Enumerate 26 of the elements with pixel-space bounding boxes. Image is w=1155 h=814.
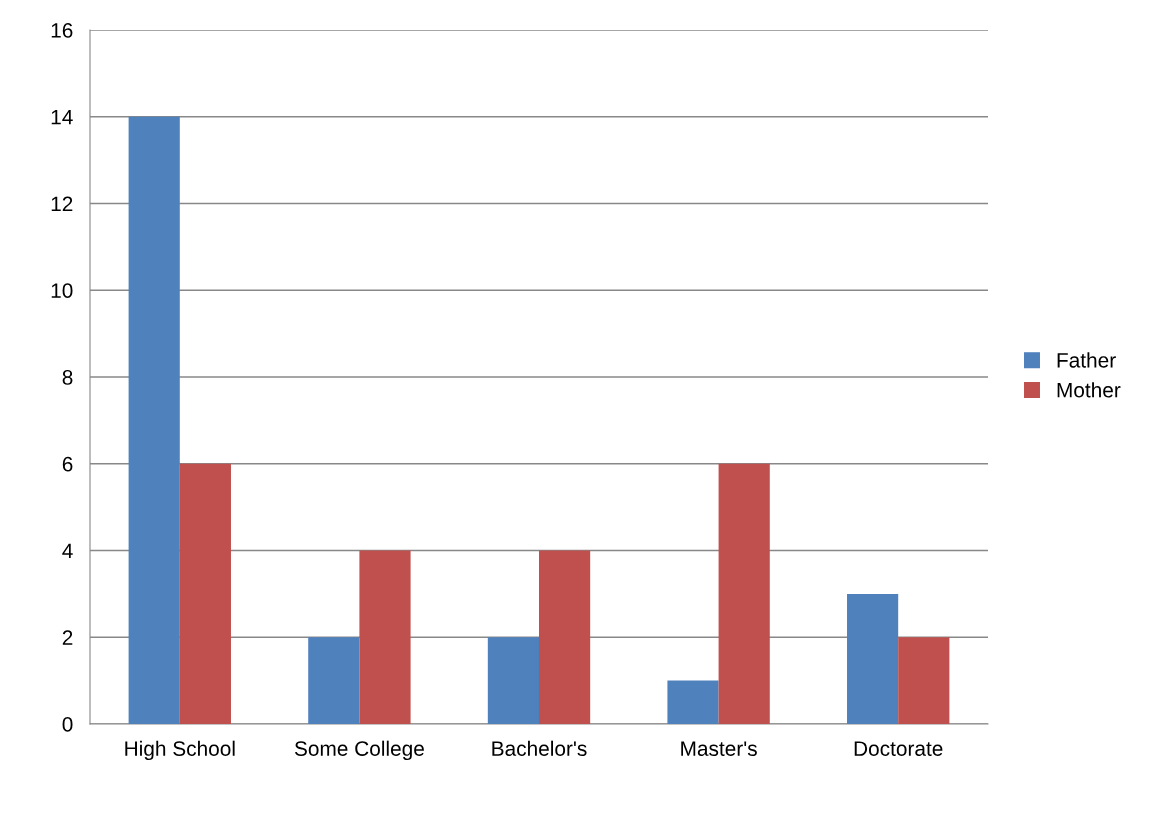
bar [308, 637, 360, 724]
legend-label: Father [1057, 352, 1116, 368]
y-tick-label: 2 [62, 630, 73, 645]
bar [539, 550, 591, 724]
x-tick-label: Some College [294, 740, 424, 761]
bar [667, 680, 719, 724]
y-tick-label: 10 [51, 283, 73, 298]
y-tick-label: 16 [51, 23, 73, 38]
y-tick-label: 8 [62, 370, 73, 385]
x-tick-label: Master's [681, 741, 757, 756]
x-tick-label: Bachelor's [492, 740, 587, 756]
bar [898, 637, 950, 724]
legend-label: Mother [1057, 382, 1121, 398]
y-tick-label: 12 [51, 196, 73, 212]
x-tick-label: High School [125, 740, 235, 761]
bar [718, 463, 770, 724]
bar [847, 593, 899, 724]
bar [487, 637, 539, 724]
y-tick-label: 4 [62, 543, 73, 559]
bar [179, 463, 231, 724]
bar [128, 116, 180, 724]
bar [359, 550, 411, 724]
y-tick-label: 14 [51, 109, 73, 125]
y-tick-label: 0 [62, 717, 73, 732]
y-tick-label: 6 [62, 456, 73, 472]
x-tick-label: Doctorate [854, 741, 943, 756]
